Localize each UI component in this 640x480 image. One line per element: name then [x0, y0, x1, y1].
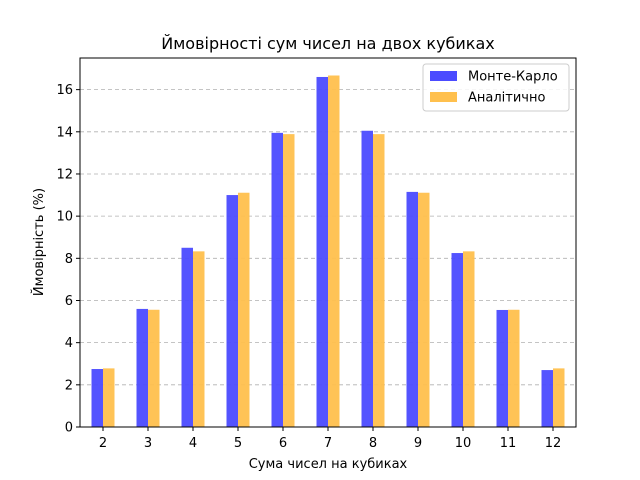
bar-monte-carlo	[271, 132, 283, 427]
x-tick-label: 6	[279, 436, 287, 451]
x-tick-label: 2	[99, 436, 107, 451]
bar-monte-carlo	[451, 253, 463, 427]
bars	[91, 75, 565, 427]
y-tick-label: 14	[56, 125, 73, 140]
bar-analytic	[328, 75, 340, 427]
legend-swatch	[430, 71, 457, 81]
y-tick-label: 6	[65, 294, 73, 309]
bar-analytic	[463, 251, 475, 427]
legend: Монте-Карло Аналітично	[422, 63, 570, 112]
x-tick-label: 5	[234, 436, 242, 451]
y-tick-label: 16	[56, 83, 73, 98]
bar-monte-carlo	[361, 130, 373, 427]
bar-analytic	[283, 134, 295, 427]
y-tick-label: 4	[65, 336, 73, 351]
bar-analytic	[238, 192, 250, 427]
bar-analytic	[508, 309, 520, 427]
x-tick-label: 9	[414, 436, 422, 451]
x-axis: 2 3 4 5 6 7 8 9 10 11 12	[99, 427, 561, 451]
bar-analytic	[373, 134, 385, 427]
bar-analytic	[418, 192, 430, 427]
bar-analytic	[193, 251, 205, 427]
legend-label: Аналітично	[468, 91, 545, 106]
y-tick-label: 10	[56, 210, 73, 225]
x-tick-label: 4	[189, 436, 197, 451]
bar-monte-carlo	[181, 247, 193, 427]
y-tick-label: 12	[56, 167, 73, 182]
bar-analytic	[103, 368, 115, 427]
legend-swatch	[430, 92, 457, 102]
x-tick-label: 11	[500, 436, 517, 451]
y-tick-label: 0	[65, 421, 73, 436]
x-tick-label: 7	[324, 436, 332, 451]
bar-monte-carlo	[136, 308, 148, 427]
y-tick-label: 8	[65, 252, 73, 267]
bar-analytic	[553, 368, 565, 427]
bar-monte-carlo	[316, 76, 328, 427]
bar-monte-carlo	[91, 369, 103, 427]
chart-title: Ймовірності сум чисел на двох кубиках	[161, 34, 495, 53]
x-tick-label: 12	[545, 436, 562, 451]
y-axis-title: Ймовірність (%)	[31, 188, 47, 296]
x-tick-label: 8	[369, 436, 377, 451]
x-tick-label: 3	[144, 436, 152, 451]
bar-monte-carlo	[226, 195, 238, 427]
bar-analytic	[148, 309, 160, 427]
x-tick-label: 10	[455, 436, 472, 451]
y-tick-label: 2	[65, 378, 73, 393]
bar-monte-carlo	[541, 370, 553, 427]
bar-monte-carlo	[406, 191, 418, 427]
legend-box	[422, 63, 570, 112]
bar-monte-carlo	[496, 309, 508, 427]
y-axis: 0 2 4 6 8 10 12 14 16	[56, 83, 80, 436]
x-axis-title: Сума чисел на кубиках	[249, 457, 408, 472]
legend-label: Монте-Карло	[468, 70, 558, 85]
